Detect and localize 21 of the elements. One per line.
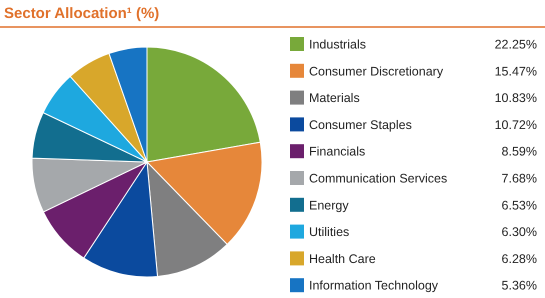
data-label: 22.25% (494, 38, 537, 52)
legend-label: Consumer Staples (309, 118, 412, 132)
data-label: 6.28% (502, 252, 537, 266)
legend-label: Utilities (309, 225, 350, 240)
data-label: 15.47% (494, 64, 537, 78)
data-label: 6.30% (502, 225, 537, 240)
legend-label: Consumer Discretionary (309, 64, 444, 78)
chart-title: Sector Allocation¹ (%) (4, 5, 160, 22)
data-label: 7.68% (502, 172, 537, 186)
legend-label: Energy (309, 198, 350, 212)
legend-label: Information Technology (309, 278, 439, 293)
legend-label: Financials (309, 144, 366, 159)
data-label: 5.36% (502, 278, 537, 293)
legend-label: Health Care (309, 252, 376, 266)
data-label: 8.59% (502, 144, 537, 159)
legend-label: Materials (309, 91, 360, 106)
data-label: 10.72% (494, 118, 537, 132)
data-label: 6.53% (502, 198, 537, 212)
legend-label: Communication Services (309, 172, 448, 186)
data-label: 10.83% (494, 91, 537, 106)
legend-label: Industrials (309, 38, 366, 52)
